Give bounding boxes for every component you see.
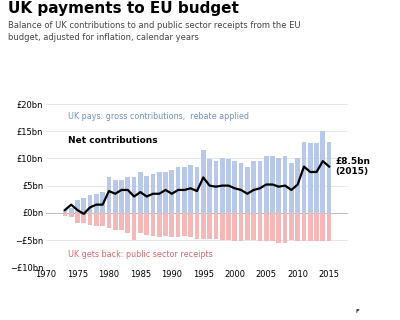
Bar: [327, 213, 332, 241]
Bar: [182, 166, 187, 213]
Bar: [251, 161, 256, 213]
Text: Full Fact: Full Fact: [356, 309, 382, 314]
Bar: [201, 150, 206, 213]
Bar: [232, 213, 237, 241]
Bar: [270, 213, 275, 241]
Bar: [119, 180, 124, 213]
Text: £8.5bn
(2015): £8.5bn (2015): [336, 157, 370, 176]
Bar: [132, 213, 136, 240]
Bar: [264, 213, 268, 241]
Bar: [75, 200, 80, 213]
Bar: [106, 177, 111, 213]
Bar: [170, 213, 174, 237]
Bar: [106, 213, 111, 228]
Text: UK gets back: public sector receipts: UK gets back: public sector receipts: [68, 250, 213, 259]
Bar: [283, 156, 288, 213]
Text: Balance of UK contributions to and public sector receipts from the EU
budget, ad: Balance of UK contributions to and publi…: [8, 21, 300, 42]
Bar: [289, 213, 294, 240]
Bar: [138, 213, 143, 234]
Bar: [214, 161, 218, 213]
Bar: [126, 177, 130, 213]
Bar: [88, 196, 92, 213]
Bar: [81, 197, 86, 213]
Bar: [201, 213, 206, 239]
Bar: [144, 213, 149, 235]
Bar: [170, 170, 174, 213]
Bar: [119, 213, 124, 230]
Bar: [226, 159, 231, 213]
Bar: [157, 213, 162, 237]
Bar: [251, 213, 256, 240]
Bar: [176, 166, 180, 213]
Bar: [188, 165, 193, 213]
Bar: [163, 172, 168, 213]
Bar: [144, 176, 149, 213]
Bar: [276, 213, 281, 243]
Bar: [264, 156, 268, 213]
Bar: [239, 163, 244, 213]
Bar: [283, 213, 288, 243]
Bar: [295, 158, 300, 213]
Text: UK pays: gross contributions,  rebate applied: UK pays: gross contributions, rebate app…: [68, 112, 249, 121]
Bar: [94, 194, 99, 213]
Text: Source:: Source:: [6, 276, 36, 282]
Polygon shape: [352, 273, 396, 317]
Bar: [289, 163, 294, 213]
Text: Net contributions: Net contributions: [68, 136, 158, 145]
Bar: [62, 210, 67, 213]
Bar: [308, 213, 313, 241]
Bar: [302, 213, 306, 241]
Bar: [239, 213, 244, 241]
Bar: [132, 177, 136, 213]
Bar: [150, 174, 155, 213]
Bar: [207, 213, 212, 239]
Bar: [81, 213, 86, 223]
Bar: [69, 213, 74, 217]
Bar: [214, 213, 218, 239]
Bar: [113, 180, 118, 213]
Bar: [182, 213, 187, 236]
Bar: [220, 158, 224, 213]
Bar: [94, 213, 99, 227]
Bar: [320, 131, 325, 213]
Bar: [176, 213, 180, 237]
Bar: [150, 213, 155, 236]
Bar: [195, 166, 199, 213]
Bar: [258, 213, 262, 241]
Bar: [276, 158, 281, 213]
Bar: [207, 159, 212, 213]
Bar: [314, 143, 319, 213]
Bar: [295, 213, 300, 241]
Bar: [188, 213, 193, 237]
Bar: [314, 213, 319, 241]
Bar: [308, 143, 313, 213]
Bar: [245, 166, 250, 213]
Bar: [157, 172, 162, 213]
Bar: [226, 213, 231, 240]
Bar: [270, 156, 275, 213]
Bar: [75, 213, 80, 223]
Bar: [100, 213, 105, 227]
Bar: [138, 172, 143, 213]
Bar: [100, 192, 105, 213]
Bar: [320, 213, 325, 241]
Bar: [62, 213, 67, 216]
Bar: [245, 213, 250, 240]
Text: HM Treasury European Union Finances 2015, House of Commons Library
analysis and : HM Treasury European Union Finances 2015…: [35, 276, 288, 290]
Bar: [195, 213, 199, 239]
Bar: [327, 142, 332, 213]
Bar: [126, 213, 130, 234]
Bar: [302, 142, 306, 213]
Bar: [163, 213, 168, 236]
Bar: [232, 161, 237, 213]
Bar: [258, 161, 262, 213]
Bar: [220, 213, 224, 240]
Bar: [113, 213, 118, 230]
Bar: [69, 208, 74, 213]
Text: UK payments to EU budget: UK payments to EU budget: [8, 1, 239, 16]
Bar: [88, 213, 92, 225]
